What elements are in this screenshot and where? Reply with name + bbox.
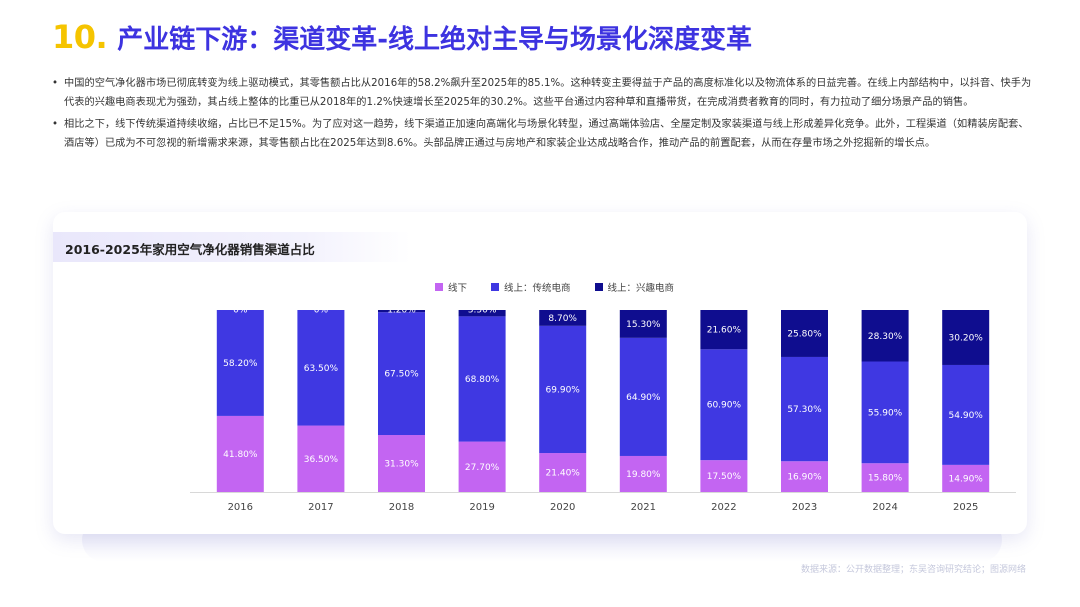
data-label-0-2017: 36.50% [304,455,339,465]
section-title: 产业链下游：渠道变革-线上绝对主导与场景化深度变革 [117,25,752,55]
bar-segment-2-2021 [619,310,667,338]
legend-swatch-interest-ecommerce [594,283,603,291]
data-label-0-2022: 17.50% [707,472,742,482]
data-label-1-2018: 67.50% [384,370,419,380]
data-label-1-2024: 55.90% [868,408,903,418]
bar-segment-2-2020 [539,310,587,326]
data-label-2-2023: 25.80% [787,329,822,339]
bar-segment-2-2025 [942,310,990,365]
bar-segment-0-2019 [458,441,506,492]
data-label-0-2024: 15.80% [868,474,903,484]
data-label-0-2016: 41.80% [223,450,258,460]
bar-segment-0-2025 [942,464,990,492]
data-label-2-2019: 3.50% [468,306,497,316]
data-label-2-2022: 21.60% [707,326,742,336]
page-title: 10. 产业链下游：渠道变革-线上绝对主导与场景化深度变革 [52,18,752,60]
x-tick-label-2017: 2017 [308,502,333,513]
legend-label-interest-ecommerce: 线上：兴趣电商 [607,283,675,294]
bar-segment-0-2020 [539,453,587,492]
data-label-1-2025: 54.90% [949,411,984,421]
x-tick-label-2024: 2024 [872,502,897,513]
data-label-1-2021: 64.90% [626,393,661,403]
legend-label-offline: 线下 [448,283,468,294]
bar-segment-2-2024 [861,310,909,362]
bar-segment-0-2016 [216,415,264,492]
data-label-0-2018: 31.30% [384,460,419,470]
data-label-1-2019: 68.80% [465,375,500,385]
legend-item-interest-ecommerce: 线上：兴趣电商 [594,280,675,294]
bar-segment-1-2025 [942,364,990,465]
stacked-bar-chart: 41.80% 58.20% 0% 2016 36.50% 63.50% 0% 2017 31.3… [190,306,1016,513]
x-tick-label-2016: 2016 [228,502,253,513]
x-tick-label-2023: 2023 [792,502,817,513]
bar-segment-0-2024 [861,463,909,492]
x-tick-label-2022: 2022 [711,502,736,513]
data-label-2-2017: 0% [314,306,329,316]
data-label-0-2019: 27.70% [465,463,500,473]
legend-item-traditional-ecommerce: 线上：传统电商 [491,280,571,294]
data-label-2-2024: 28.30% [868,332,903,342]
bar-segment-0-2018 [378,435,425,492]
chart-title-band: 2016-2025年家用空气净化器销售渠道占比 [53,232,411,262]
bar-segment-0-2022 [700,460,748,492]
data-label-0-2021: 19.80% [626,470,661,480]
bar-segment-0-2023 [781,461,828,492]
data-label-2-2020: 8.70% [548,314,577,324]
x-tick-label-2018: 2018 [389,502,414,513]
bullet-paragraph-2: 相比之下，线下传统渠道持续收缩，占比已不足15%。为了应对这一趋势，线下渠道正加… [52,115,1032,153]
bar-segment-1-2022 [700,349,748,461]
x-tick-label-2025: 2025 [953,502,978,513]
legend-swatch-traditional-ecommerce [491,283,500,291]
data-label-0-2020: 21.40% [546,469,581,479]
bar-segment-1-2018 [378,312,425,436]
data-label-1-2022: 60.90% [707,401,742,411]
x-tick-label-2019: 2019 [469,502,494,513]
bar-segment-1-2024 [861,361,909,464]
chart-title: 2016-2025年家用空气净化器销售渠道占比 [65,242,315,257]
source-note: 数据来源：公开数据整理；东吴咨询研究结论；图源网络 [800,565,1026,575]
bar-segment-2-2019 [458,310,506,317]
bar-segment-1-2020 [539,325,587,454]
bar-segment-1-2016 [216,310,264,416]
data-label-1-2016: 58.20% [223,359,258,369]
bar-segment-2-2022 [700,310,748,350]
data-label-2-2021: 15.30% [626,320,661,330]
legend-label-traditional-ecommerce: 线上：传统电商 [504,283,571,294]
data-label-1-2023: 57.30% [787,405,822,415]
data-label-2-2025: 30.20% [949,333,984,343]
bar-segment-1-2017 [297,310,345,426]
x-tick-label-2020: 2020 [550,502,575,513]
bullet-paragraph-1: 中国的空气净化器市场已彻底转变为线上驱动模式，其零售额占比从2016年的58.2… [52,74,1032,112]
bar-segment-0-2021 [619,455,667,492]
x-tick-label-2021: 2021 [631,502,656,513]
bar-segment-0-2017 [297,425,345,492]
data-label-2-2018: 1.20% [387,306,416,316]
bar-segment-2-2018 [378,310,425,313]
chart-legend: 线下 线上：传统电商 线上：兴趣电商 [435,280,674,294]
chart-card: 2016-2025年家用空气净化器销售渠道占比 线下 线上：传统电商 线上：兴趣… [53,212,1027,534]
bar-segment-1-2021 [619,337,667,456]
bar-segment-1-2019 [458,316,506,442]
legend-swatch-offline [435,283,443,291]
data-label-2-2016: 0% [233,306,248,316]
bullet-list: 中国的空气净化器市场已彻底转变为线上驱动模式，其零售额占比从2016年的58.2… [52,74,1032,153]
legend-item-offline: 线下 [435,280,467,294]
bar-segment-1-2023 [781,356,828,462]
data-label-1-2017: 63.50% [304,364,339,374]
data-label-1-2020: 69.90% [546,385,581,395]
section-number: 10. [52,18,108,56]
data-label-0-2023: 16.90% [787,473,822,483]
data-label-0-2025: 14.90% [949,474,984,484]
bar-segment-2-2023 [781,310,828,357]
